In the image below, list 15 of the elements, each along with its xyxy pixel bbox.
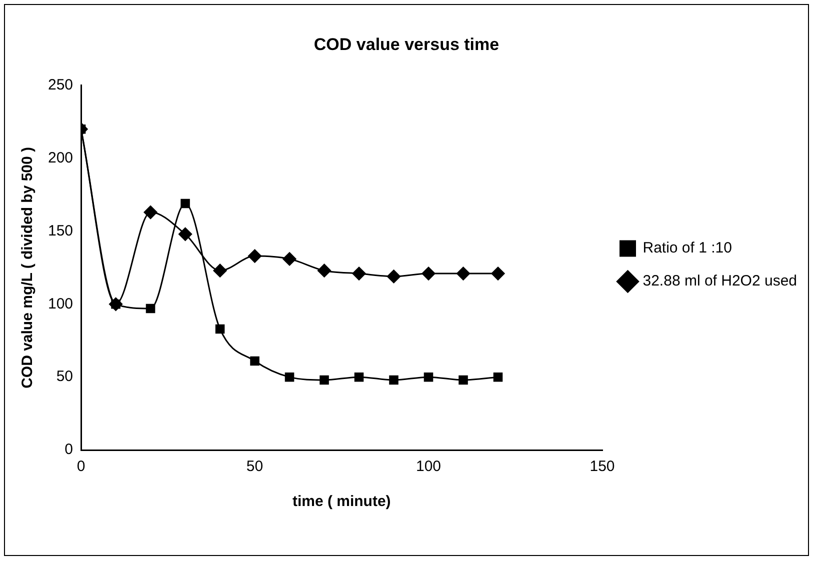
legend-label: Ratio of 1 :10 bbox=[642, 240, 732, 257]
y-tick-label: 100 bbox=[48, 295, 74, 312]
y-tick-label: 250 bbox=[48, 76, 74, 94]
y-tick-label: 150 bbox=[48, 222, 74, 240]
x-axis-title: time ( minute) bbox=[292, 493, 391, 510]
y-tick-label: 0 bbox=[64, 441, 74, 458]
legend-label: 32.88 ml of H2O2 used bbox=[642, 272, 798, 290]
x-tick-label: 0 bbox=[76, 458, 86, 476]
x-tick-label: 150 bbox=[590, 458, 615, 476]
x-tick-label: 50 bbox=[246, 458, 264, 476]
y-axis-title: COD value mg/L ( divided by 500 ) bbox=[19, 146, 36, 388]
x-tick-label: 100 bbox=[416, 458, 442, 476]
y-tick-label: 200 bbox=[48, 149, 74, 166]
chart-title: COD value versus time bbox=[314, 34, 500, 54]
y-tick-label: 50 bbox=[56, 368, 74, 386]
